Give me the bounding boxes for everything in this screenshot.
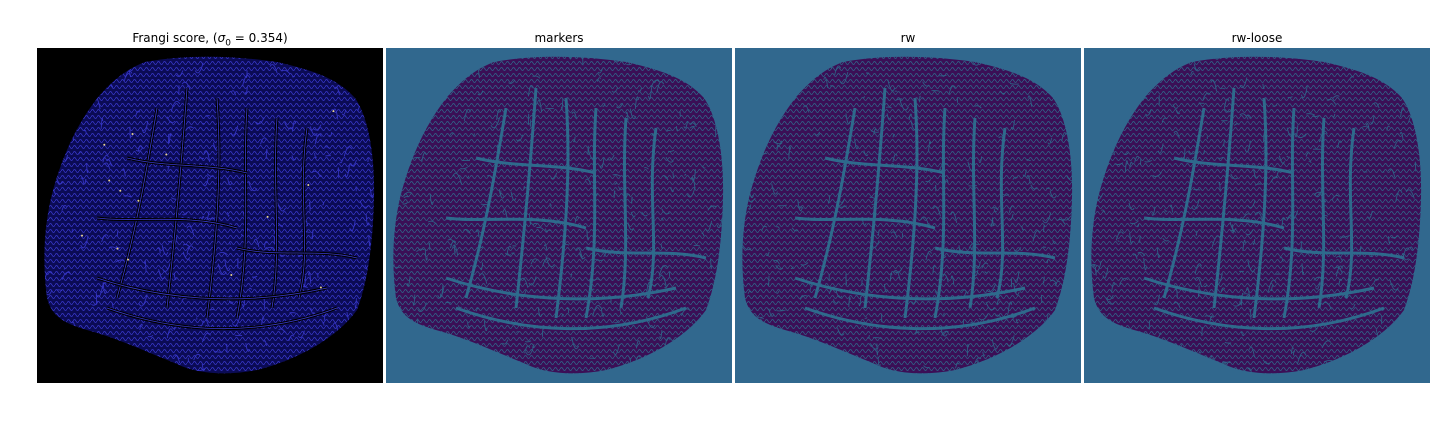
panel-title-markers: markers (534, 31, 584, 45)
rw-image (735, 48, 1081, 383)
rw-loose-canvas (1084, 48, 1430, 383)
frangi-score-image (37, 48, 383, 383)
vessel-network (44, 56, 375, 374)
panel-title-rw-loose: rw-loose (1231, 31, 1283, 45)
vessel-network (1091, 56, 1422, 374)
rw-canvas (735, 48, 1081, 383)
panel-title-frangi: Frangi score, (σ0 = 0.354) (132, 31, 288, 49)
tissue-region (742, 56, 1073, 374)
markers-image (386, 48, 732, 383)
rw-loose-image (1084, 48, 1430, 383)
markers-canvas (386, 48, 732, 383)
frangi-score-canvas (37, 48, 383, 383)
vessel-network (393, 56, 724, 374)
tissue-region (393, 56, 724, 374)
panel-title-rw: rw (900, 31, 916, 45)
